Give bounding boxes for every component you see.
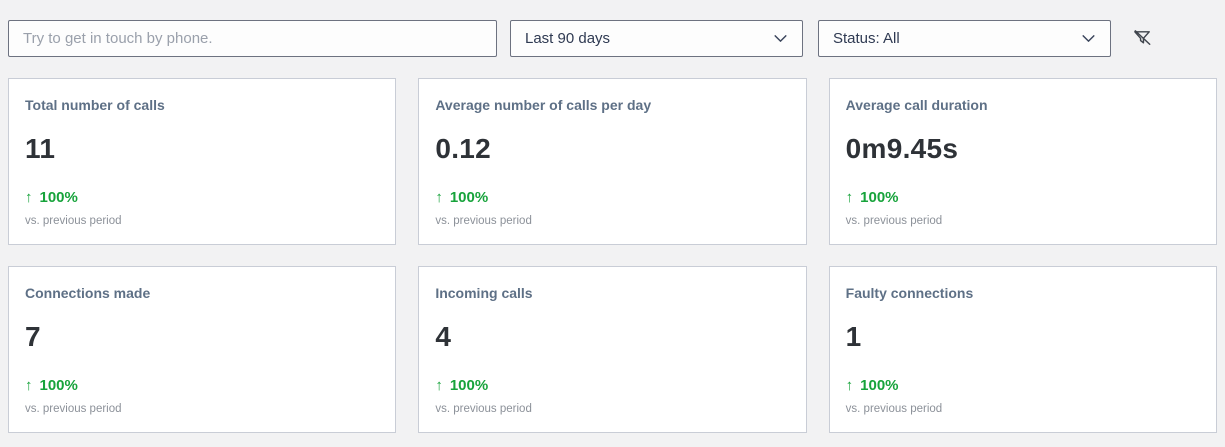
arrow-up-icon: ↑: [435, 377, 443, 394]
card-delta: ↑ 100%: [25, 189, 379, 207]
delta-percent: 100%: [860, 377, 899, 394]
card-title: Total number of calls: [25, 97, 165, 113]
delta-percent: 100%: [860, 189, 899, 206]
card-caption: vs. previous period: [435, 403, 532, 415]
card-delta: ↑ 100%: [435, 189, 789, 207]
status-dropdown[interactable]: Status: All: [818, 20, 1111, 57]
card-title: Connections made: [25, 285, 151, 301]
card-caption: vs. previous period: [25, 215, 122, 227]
search-input[interactable]: [8, 20, 497, 57]
arrow-up-icon: ↑: [25, 189, 33, 206]
arrow-up-icon: ↑: [845, 189, 854, 206]
card-delta: ↑ 100%: [846, 377, 1200, 395]
delta-percent: 100%: [449, 377, 489, 394]
card-value: 11: [25, 133, 56, 164]
card-value: 0.12: [435, 133, 492, 164]
date-range-dropdown[interactable]: Last 90 days: [510, 20, 803, 57]
card-avg-calls-per-day: Average number of calls per day 0.12 ↑ 1…: [418, 78, 807, 245]
date-range-value: Last 90 days: [525, 30, 611, 47]
status-value: Status: All: [833, 30, 900, 47]
card-value: 1: [845, 321, 862, 352]
card-caption: vs. previous period: [25, 403, 122, 415]
card-incoming-calls: Incoming calls 4 ↑ 100% vs. previous per…: [418, 266, 807, 433]
kpi-cards-grid: Total number of calls 11 ↑ 100% vs. prev…: [8, 78, 1217, 433]
filter-clear-icon: [1131, 27, 1154, 50]
arrow-up-icon: ↑: [25, 377, 33, 394]
card-faulty-connections: Faulty connections 1 ↑ 100% vs. previous…: [828, 266, 1217, 433]
card-total-calls: Total number of calls 11 ↑ 100% vs. prev…: [8, 78, 397, 245]
card-caption: vs. previous period: [435, 215, 532, 227]
card-delta: ↑ 100%: [25, 377, 379, 395]
filters-toolbar: Last 90 days Status: All: [8, 20, 1217, 57]
delta-percent: 100%: [39, 189, 78, 206]
delta-percent: 100%: [39, 377, 78, 394]
card-value: 0m9.45s: [845, 133, 959, 164]
clear-filters-button[interactable]: [1128, 25, 1156, 53]
card-connections-made: Connections made 7 ↑ 100% vs. previous p…: [8, 266, 397, 433]
card-delta: ↑ 100%: [846, 189, 1200, 207]
card-delta: ↑ 100%: [435, 377, 789, 395]
card-avg-call-duration: Average call duration 0m9.45s ↑ 100% vs.…: [828, 78, 1217, 245]
card-title: Average call duration: [845, 97, 988, 113]
delta-percent: 100%: [449, 189, 489, 206]
card-title: Average number of calls per day: [435, 97, 652, 113]
card-caption: vs. previous period: [845, 215, 943, 227]
card-value: 4: [435, 321, 452, 352]
card-value: 7: [25, 321, 41, 352]
chevron-down-icon: [1080, 30, 1097, 47]
arrow-up-icon: ↑: [845, 377, 854, 394]
card-title: Incoming calls: [435, 285, 533, 301]
chevron-down-icon: [772, 30, 789, 47]
card-title: Faulty connections: [845, 285, 974, 301]
arrow-up-icon: ↑: [435, 189, 443, 206]
card-caption: vs. previous period: [845, 403, 943, 415]
